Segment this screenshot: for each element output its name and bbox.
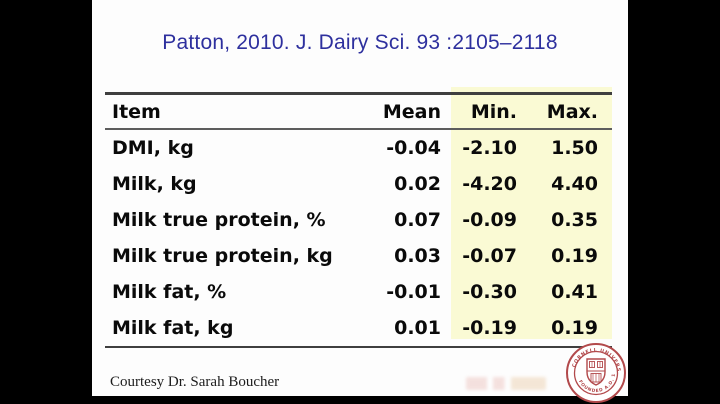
row-mean-value: 0.02 (394, 173, 441, 195)
row-item-label: Milk true protein, kg (112, 245, 333, 267)
row-min-value: -0.19 (442, 310, 518, 348)
row-mean-value: 0.03 (394, 245, 441, 267)
min-max-highlight-band (451, 87, 612, 339)
cornell-university-seal-icon: CORNELL UNIVERSITY FOUNDED A.D. 1865 (565, 342, 626, 403)
row-max-value: 4.40 (551, 173, 598, 195)
column-header-mean: Mean (345, 93, 442, 130)
table-row: Milk true protein, % 0.07 -0.09 0.35 (105, 202, 612, 238)
row-min-value: -4.20 (462, 173, 517, 195)
results-table: Item Mean Min. Max. DMI, kg -0.04 -2.10 … (105, 92, 612, 348)
row-max-value: 0.19 (551, 245, 598, 267)
table-header-row: Item Mean Min. Max. (105, 93, 612, 130)
row-max-value: 0.41 (551, 281, 598, 303)
row-item-label: Milk fat, kg (105, 310, 345, 348)
row-mean-value: -0.04 (386, 137, 441, 159)
row-item-label: Milk true protein, % (112, 209, 326, 231)
faint-watermark (466, 377, 546, 390)
row-max-value: 0.35 (551, 209, 598, 231)
slide-title: Patton, 2010. J. Dairy Sci. 93 :2105–211… (162, 31, 558, 54)
table-row: Milk, kg 0.02 -4.20 4.40 (105, 166, 612, 202)
presentation-slide: Patton, 2010. J. Dairy Sci. 93 :2105–211… (92, 0, 628, 396)
row-mean-value: -0.01 (386, 281, 441, 303)
row-item-label: Milk, kg (112, 173, 197, 195)
row-min-value: -0.30 (462, 281, 517, 303)
row-item-label: Milk fat, % (112, 281, 227, 303)
courtesy-credit: Courtesy Dr. Sarah Boucher (110, 374, 280, 390)
row-max-value: 0.19 (518, 310, 612, 348)
row-mean-value: 0.01 (345, 310, 442, 348)
row-min-value: -0.07 (462, 245, 517, 267)
table-row: Milk fat, kg 0.01 -0.19 0.19 (105, 310, 612, 348)
column-header-item: Item (105, 93, 345, 130)
column-header-max: Max. (518, 93, 612, 130)
column-header-min: Min. (442, 93, 518, 130)
seal-shield (586, 358, 606, 386)
table-row: DMI, kg -0.04 -2.10 1.50 (105, 129, 612, 166)
row-mean-value: 0.07 (394, 209, 441, 231)
table-row: Milk true protein, kg 0.03 -0.07 0.19 (105, 238, 612, 274)
row-min-value: -0.09 (462, 209, 517, 231)
row-item-label: DMI, kg (112, 137, 194, 159)
row-min-value: -2.10 (462, 137, 517, 159)
table-row: Milk fat, % -0.01 -0.30 0.41 (105, 274, 612, 310)
row-max-value: 1.50 (551, 137, 598, 159)
